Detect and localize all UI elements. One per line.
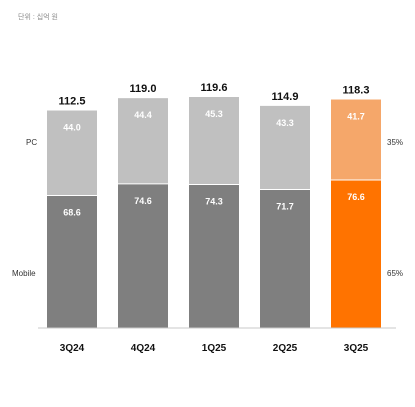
bar-pc-1Q25 bbox=[189, 97, 239, 185]
data-label-mobile: 74.6 bbox=[134, 196, 152, 206]
bar-pc-3Q24 bbox=[47, 110, 97, 196]
bar-mobile-1Q25 bbox=[189, 184, 239, 328]
data-label-pc: 41.7 bbox=[347, 112, 365, 122]
data-label-pc: 44.4 bbox=[134, 110, 152, 120]
bar-mobile-2Q25 bbox=[260, 189, 310, 328]
bar-pc-3Q25 bbox=[331, 99, 381, 181]
share-mobile: 65% bbox=[387, 269, 403, 278]
x-tick-label: 3Q25 bbox=[344, 343, 369, 354]
x-tick-label: 1Q25 bbox=[202, 343, 227, 354]
data-label-mobile: 71.7 bbox=[276, 202, 294, 212]
bar-pc-2Q25 bbox=[260, 105, 310, 190]
data-label-mobile: 76.6 bbox=[347, 192, 365, 202]
total-label: 119.6 bbox=[201, 82, 228, 94]
total-label: 112.5 bbox=[59, 96, 86, 108]
x-tick-label: 3Q24 bbox=[60, 343, 85, 354]
data-label-pc: 45.3 bbox=[205, 109, 223, 119]
bar-pc-4Q24 bbox=[118, 98, 168, 184]
bar-mobile-3Q25 bbox=[331, 180, 381, 328]
x-tick-label: 4Q24 bbox=[131, 343, 156, 354]
legend-pc: PC bbox=[26, 138, 37, 147]
unit-label: 단위 : 십억 원 bbox=[18, 12, 58, 21]
data-label-mobile: 74.3 bbox=[205, 196, 223, 206]
total-label: 119.0 bbox=[130, 83, 157, 95]
total-label: 114.9 bbox=[272, 91, 299, 103]
data-label-mobile: 68.6 bbox=[63, 208, 81, 218]
bar-mobile-4Q24 bbox=[118, 183, 168, 328]
labels-group: 68.6 44.0 112.5 3Q24 74.6 44.4 119.0 4Q24 74.3 45… bbox=[59, 82, 370, 354]
data-label-pc: 43.3 bbox=[276, 118, 294, 128]
bar-mobile-3Q24 bbox=[47, 195, 97, 328]
total-label: 118.3 bbox=[343, 85, 370, 97]
x-tick-label: 2Q25 bbox=[273, 343, 298, 354]
bars-group bbox=[47, 97, 381, 328]
legend-mobile: Mobile bbox=[12, 269, 36, 278]
data-label-pc: 44.0 bbox=[63, 123, 81, 133]
share-pc: 35% bbox=[387, 138, 403, 147]
